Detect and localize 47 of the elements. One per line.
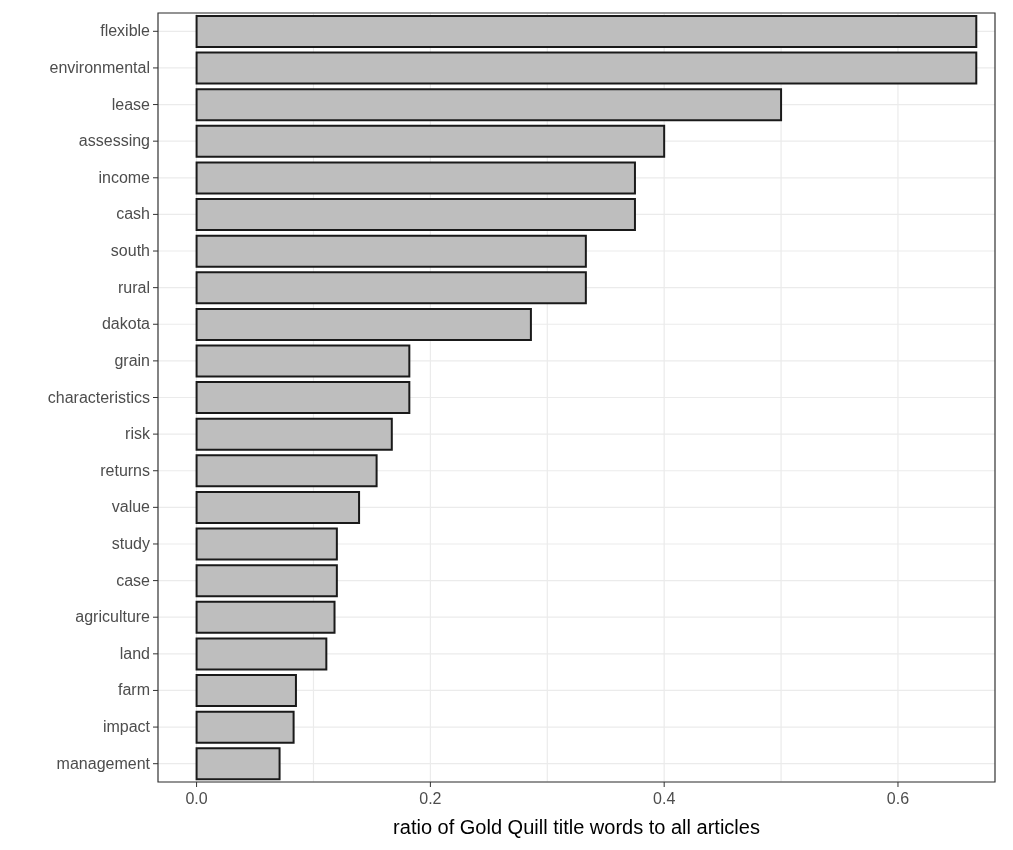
bar xyxy=(195,198,636,232)
bar xyxy=(195,271,587,305)
y-tick-label: risk xyxy=(125,425,151,443)
y-tick-label: dakota xyxy=(101,315,151,333)
x-tick-label: 0.0 xyxy=(185,790,208,807)
y-tick-label: value xyxy=(111,498,151,516)
y-tick-label: management xyxy=(56,754,151,772)
y-tick-label: flexible xyxy=(100,22,151,40)
x-tick-label: 0.2 xyxy=(419,790,442,807)
bar xyxy=(195,88,783,122)
y-tick-label: land xyxy=(119,644,150,662)
y-tick-label: characteristics xyxy=(47,388,150,406)
y-tick-label: case xyxy=(116,571,151,589)
bar xyxy=(195,637,328,671)
y-tick-label: rural xyxy=(117,278,150,296)
bar xyxy=(195,51,978,85)
bar xyxy=(195,344,411,378)
y-tick-label: study xyxy=(111,534,150,552)
y-tick-label: environmental xyxy=(49,58,150,76)
bar xyxy=(195,161,636,195)
y-tick-label: grain xyxy=(114,351,150,369)
y-tick-label: assessing xyxy=(78,132,150,150)
x-tick-label: 0.4 xyxy=(653,790,676,807)
x-axis-title: ratio of Gold Quill title words to all articles xyxy=(393,816,760,839)
bar xyxy=(195,747,281,781)
y-tick-label: impact xyxy=(102,718,151,736)
bar xyxy=(195,124,666,158)
bar xyxy=(195,490,361,524)
y-tick-label: agriculture xyxy=(75,608,151,626)
x-tick-label: 0.6 xyxy=(886,790,910,807)
bar xyxy=(195,674,297,708)
y-tick-label: south xyxy=(110,242,150,260)
bar xyxy=(195,600,336,634)
bar xyxy=(195,527,338,561)
bar xyxy=(195,710,295,744)
y-tick-label: returns xyxy=(100,461,150,479)
bar xyxy=(195,234,587,268)
bar xyxy=(195,307,532,341)
y-tick-label: income xyxy=(98,168,151,186)
y-tick-label: cash xyxy=(116,205,150,223)
bar xyxy=(195,564,338,598)
bar xyxy=(195,417,393,451)
y-tick-label: farm xyxy=(118,681,150,699)
bar xyxy=(195,14,978,48)
bar xyxy=(195,381,411,415)
y-tick-label: lease xyxy=(111,95,151,113)
bar xyxy=(195,454,378,488)
